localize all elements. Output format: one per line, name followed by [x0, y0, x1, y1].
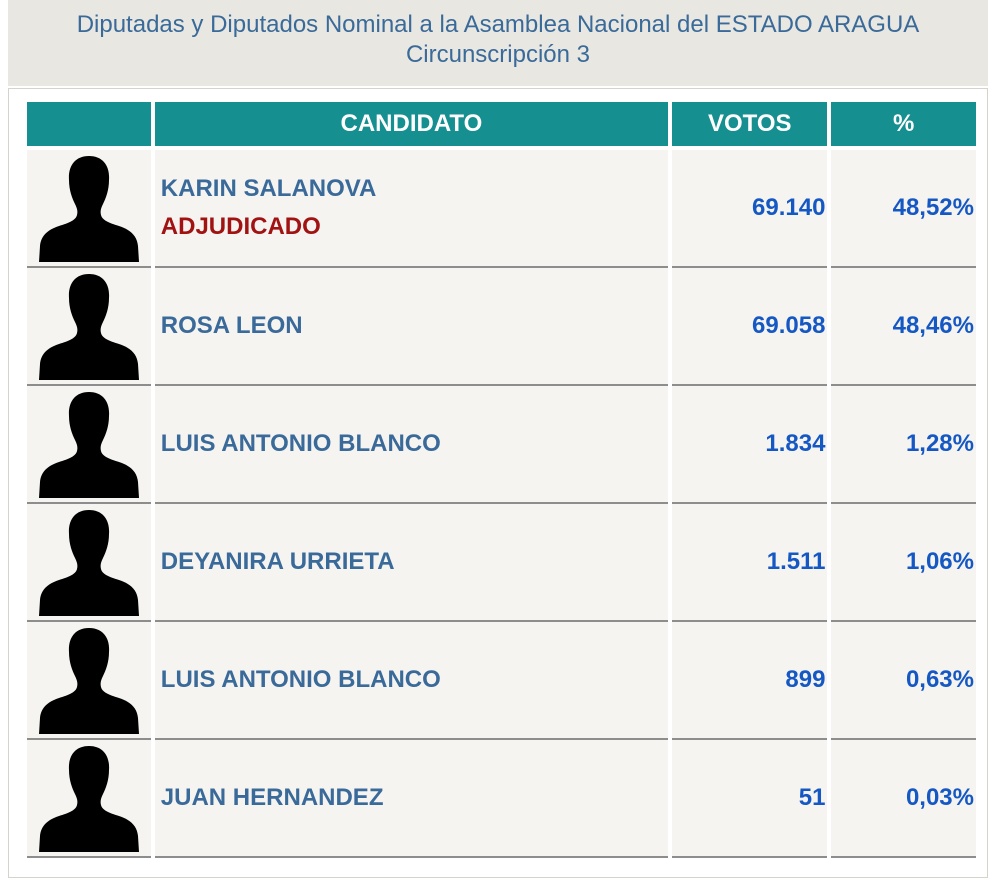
percent-value: 0,63% [831, 622, 976, 740]
candidate-status: ADJUDICADO [160, 213, 321, 240]
table-row: DEYANIRA URRIETA 1.511 1,06% [27, 504, 976, 622]
person-silhouette-icon [27, 508, 151, 616]
votes-value: 69.140 [672, 150, 828, 268]
percent-value: 48,52% [831, 150, 976, 268]
votes-value: 69.058 [672, 268, 828, 386]
column-header-photo [27, 102, 151, 150]
column-header-votos: VOTOS [672, 102, 828, 150]
candidate-photo-cell [27, 504, 151, 622]
percent-value: 1,06% [831, 504, 976, 622]
percent-value: 0,03% [831, 740, 976, 858]
table-header-row: CANDIDATO VOTOS % [27, 102, 976, 150]
candidate-cell: LUIS ANTONIO BLANCO [154, 386, 669, 504]
percent-value: 48,46% [831, 268, 976, 386]
table-row: JUAN HERNANDEZ 51 0,03% [27, 740, 976, 858]
table-row: KARIN SALANOVA ADJUDICADO 69.140 48,52% [27, 150, 976, 268]
page-subtitle: Circunscripción 3 [405, 41, 591, 68]
page-header: Diputadas y Diputados Nominal a la Asamb… [8, 0, 988, 86]
candidate-cell: ROSA LEON [154, 268, 669, 386]
votes-value: 1.511 [672, 504, 828, 622]
candidate-cell: DEYANIRA URRIETA [154, 504, 669, 622]
column-header-percent: % [831, 102, 976, 150]
person-silhouette-icon [27, 744, 151, 852]
candidate-cell: KARIN SALANOVA ADJUDICADO [154, 150, 669, 268]
table-row: LUIS ANTONIO BLANCO 899 0,63% [27, 622, 976, 740]
candidate-photo-cell [27, 386, 151, 504]
candidate-cell: JUAN HERNANDEZ [154, 740, 669, 858]
candidate-name: LUIS ANTONIO BLANCO [160, 666, 441, 693]
candidate-cell: LUIS ANTONIO BLANCO [154, 622, 669, 740]
person-silhouette-icon [27, 272, 151, 380]
table-row: LUIS ANTONIO BLANCO 1.834 1,28% [27, 386, 976, 504]
person-silhouette-icon [27, 154, 151, 262]
candidate-photo-cell [27, 268, 151, 386]
candidate-photo-cell [27, 740, 151, 858]
page-title: Diputadas y Diputados Nominal a la Asamb… [76, 11, 920, 38]
candidate-photo-cell [27, 150, 151, 268]
candidate-name: ROSA LEON [160, 312, 303, 339]
person-silhouette-icon [27, 626, 151, 734]
votes-value: 899 [672, 622, 828, 740]
votes-value: 51 [672, 740, 828, 858]
candidate-photo-cell [27, 622, 151, 740]
candidate-name: DEYANIRA URRIETA [160, 548, 395, 575]
person-silhouette-icon [27, 390, 151, 498]
results-panel: CANDIDATO VOTOS % KARIN SALANOVA ADJUDIC… [8, 88, 988, 878]
column-header-candidato: CANDIDATO [154, 102, 669, 150]
votes-value: 1.834 [672, 386, 828, 504]
percent-value: 1,28% [831, 386, 976, 504]
results-table: CANDIDATO VOTOS % KARIN SALANOVA ADJUDIC… [23, 102, 980, 858]
table-row: ROSA LEON 69.058 48,46% [27, 268, 976, 386]
candidate-name: JUAN HERNANDEZ [160, 784, 384, 811]
candidate-name: LUIS ANTONIO BLANCO [160, 430, 441, 457]
candidate-name: KARIN SALANOVA [160, 175, 377, 202]
